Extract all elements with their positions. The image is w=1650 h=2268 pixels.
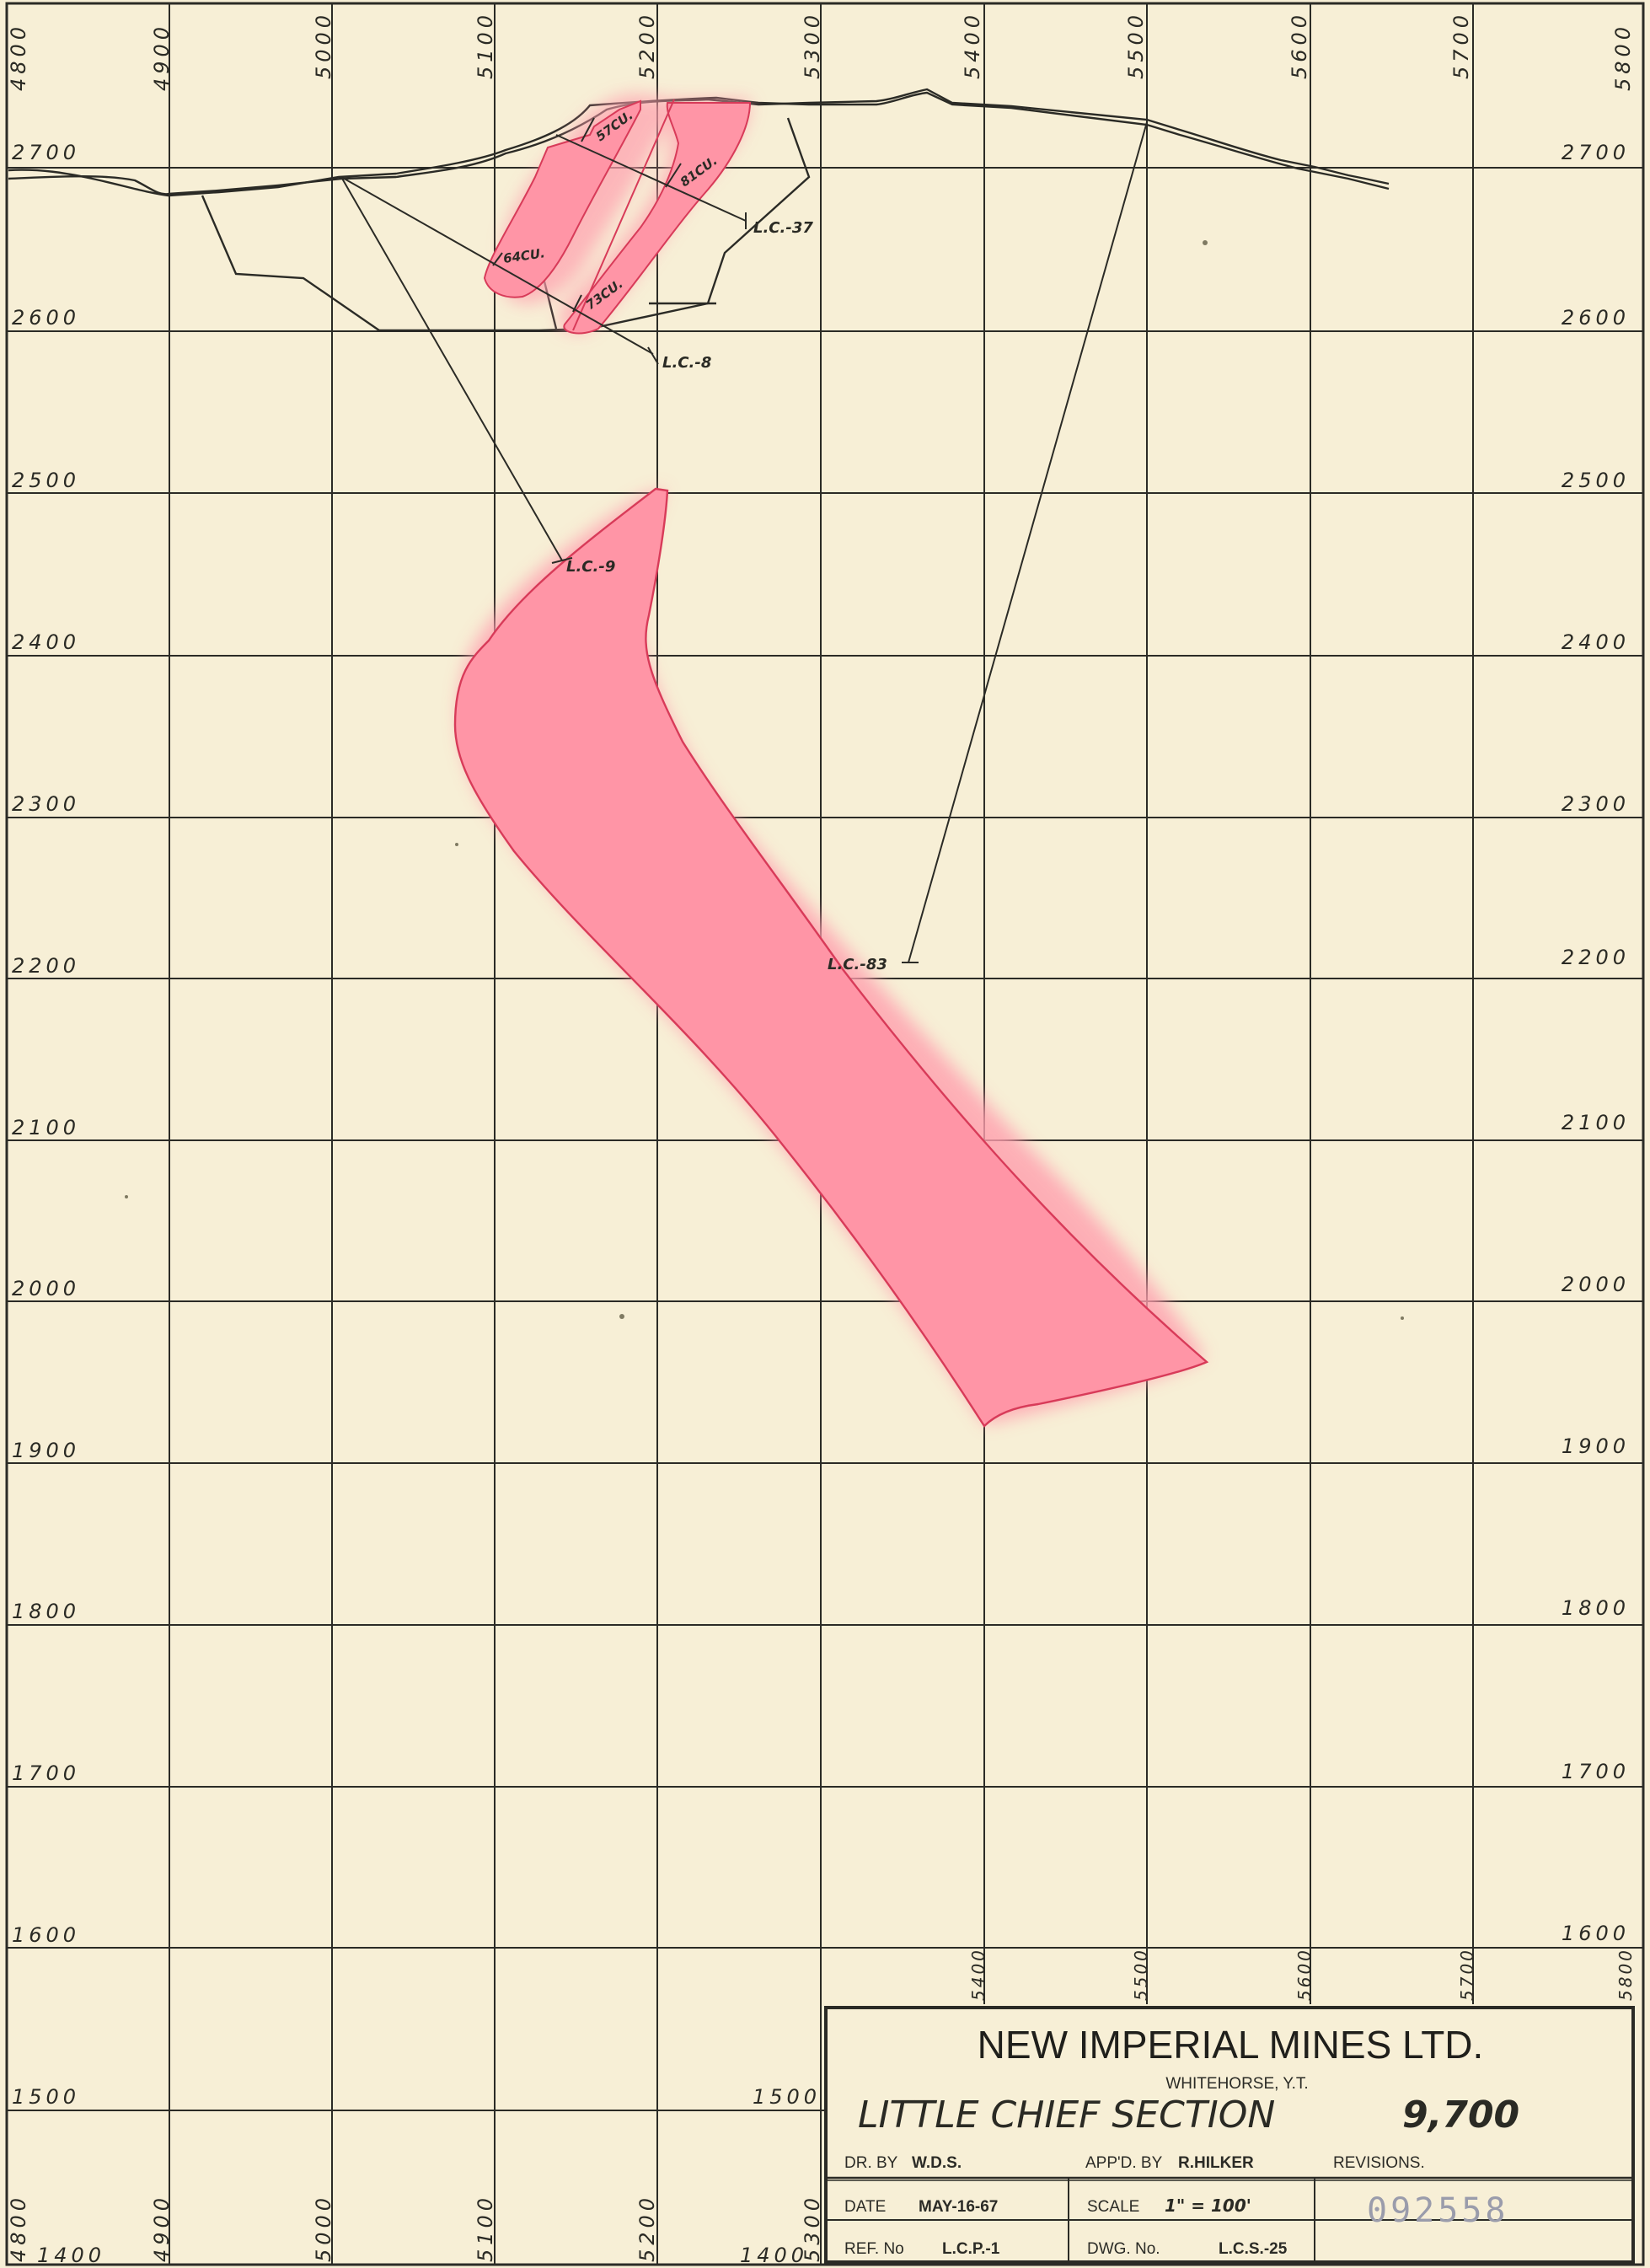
- left-label-2000: 2000: [12, 1277, 80, 1300]
- left-label-1900: 1900: [12, 1439, 80, 1462]
- left-label-2600: 2600: [12, 306, 80, 330]
- date-label: DATE: [844, 2198, 886, 2216]
- main-ore-body: [453, 487, 1209, 1428]
- drill-holes: [340, 121, 1148, 963]
- right-label-2700: 2700: [1562, 141, 1630, 164]
- top-label-5200: 5200: [635, 11, 659, 79]
- sample-marks: [492, 117, 682, 313]
- right-label-2200: 2200: [1562, 946, 1630, 969]
- left-label-1700: 1700: [12, 1761, 80, 1785]
- section-number: 9,700: [1402, 2094, 1519, 2137]
- right-label-1700: 1700: [1562, 1760, 1630, 1783]
- top-label-5800: 5800: [1611, 23, 1635, 91]
- ore-body-81: [563, 102, 752, 335]
- bottom-label-5100: 5100: [474, 2194, 497, 2262]
- top-label-5500: 5500: [1124, 11, 1148, 79]
- drill-hole-lc83: [908, 121, 1148, 963]
- left-label-2100: 2100: [12, 1116, 80, 1139]
- label-lc8: L.C.-8: [662, 354, 711, 372]
- label-lc9: L.C.-9: [566, 558, 615, 576]
- label-lc83: L.C.-83: [828, 956, 887, 973]
- top-label-4800: 4800: [7, 23, 30, 91]
- lower-label-5600: 5600: [1294, 1948, 1315, 2001]
- right-label-2100: 2100: [1562, 1111, 1630, 1134]
- lower-label-5800: 5800: [1615, 1948, 1636, 2001]
- right-label-2400: 2400: [1562, 630, 1630, 654]
- top-label-5700: 5700: [1449, 11, 1473, 79]
- sheet-border: [5, 2, 1645, 2266]
- top-label-5100: 5100: [474, 11, 497, 79]
- lower-label-5400: 5400: [968, 1948, 988, 2001]
- ore-body-57: [483, 99, 641, 298]
- company-name: NEW IMPERIAL MINES LTD.: [978, 2023, 1484, 2067]
- drill-hole-labels: L.C.-37 L.C.-8 L.C.-9 L.C.-83: [566, 219, 887, 973]
- top-label-5600: 5600: [1288, 11, 1311, 79]
- inner-label-1400: 1400: [740, 2244, 808, 2267]
- approved-by-label: APP'D. BY: [1085, 2154, 1163, 2172]
- title-block: NEW IMPERIAL MINES LTD. WHITEHORSE, Y.T.…: [824, 2006, 1635, 2264]
- left-label-2200: 2200: [12, 954, 80, 978]
- lower-x-labels: 5400 5500 5600 5700 5800: [968, 1948, 1636, 2001]
- left-label-2300: 2300: [12, 792, 80, 816]
- section-name: LITTLE CHIEF SECTION: [858, 2094, 1275, 2137]
- right-label-1600: 1600: [1562, 1922, 1630, 1945]
- dwg-label: DWG. No.: [1087, 2240, 1160, 2258]
- right-label-2300: 2300: [1562, 792, 1630, 816]
- left-label-1800: 1800: [12, 1600, 80, 1623]
- left-label-2700: 2700: [12, 141, 80, 164]
- bottom-label-5000: 5000: [312, 2194, 335, 2262]
- right-label-1800: 1800: [1562, 1596, 1630, 1620]
- drill-hole-lc37: [555, 134, 747, 222]
- bottom-label-4900: 4900: [150, 2194, 174, 2262]
- right-label-1900: 1900: [1562, 1434, 1630, 1458]
- lower-label-5700: 5700: [1457, 1948, 1477, 2001]
- bottom-label-1400: 1400: [37, 2244, 105, 2267]
- right-y-labels: 2700 2600 2500 2400 2300 2200 2100 2000 …: [1562, 141, 1630, 1945]
- stamp-number: 092558: [1367, 2191, 1509, 2230]
- left-label-1600: 1600: [12, 1923, 80, 1947]
- label-lc37: L.C.-37: [753, 219, 813, 237]
- right-label-2500: 2500: [1562, 469, 1630, 492]
- top-x-labels: 4800 4900 5000 5100 5200 5300 5400 5500 …: [7, 11, 1635, 91]
- grid: [7, 3, 1643, 2265]
- scale-value: 1" = 100': [1165, 2196, 1251, 2216]
- ref-value: L.C.P.-1: [942, 2240, 1000, 2258]
- approved-by: R.HILKER: [1178, 2154, 1254, 2172]
- left-label-2400: 2400: [12, 630, 80, 654]
- bottom-x-labels: 4800 4900 5000 5100 5200 5300 1400 1500 …: [7, 2085, 824, 2267]
- right-label-2600: 2600: [1562, 306, 1630, 330]
- drawn-by: W.D.S.: [912, 2154, 962, 2172]
- paper-specks: [125, 240, 1404, 1320]
- drawn-by-label: DR. BY: [844, 2154, 898, 2172]
- bottom-label-4800: 4800: [7, 2194, 30, 2262]
- top-label-4900: 4900: [150, 23, 174, 91]
- company-location: WHITEHORSE, Y.T.: [1165, 2075, 1308, 2093]
- right-label-2000: 2000: [1562, 1273, 1630, 1296]
- left-label-2500: 2500: [12, 469, 80, 492]
- left-label-1500: 1500: [12, 2085, 80, 2109]
- bottom-label-5300: 5300: [801, 2194, 824, 2262]
- scale-label: SCALE: [1087, 2198, 1139, 2216]
- dwg-value: L.C.S.-25: [1219, 2240, 1288, 2258]
- revisions-label: REVISIONS.: [1333, 2154, 1425, 2172]
- top-label-5000: 5000: [312, 11, 335, 79]
- lower-label-5500: 5500: [1131, 1948, 1151, 2001]
- upper-ore-bodies: [483, 94, 752, 335]
- drill-hole-lc9: [340, 176, 563, 561]
- drill-hole-lc8: [340, 176, 654, 355]
- date-value: MAY-16-67: [919, 2198, 998, 2216]
- top-label-5300: 5300: [801, 11, 824, 79]
- inner-label-1500: 1500: [753, 2085, 821, 2109]
- ref-label: REF. No: [844, 2240, 904, 2258]
- top-label-5400: 5400: [961, 11, 984, 79]
- left-y-labels: 2700 2600 2500 2400 2300 2200 2100 2000 …: [12, 141, 80, 2109]
- bottom-label-5200: 5200: [635, 2194, 659, 2262]
